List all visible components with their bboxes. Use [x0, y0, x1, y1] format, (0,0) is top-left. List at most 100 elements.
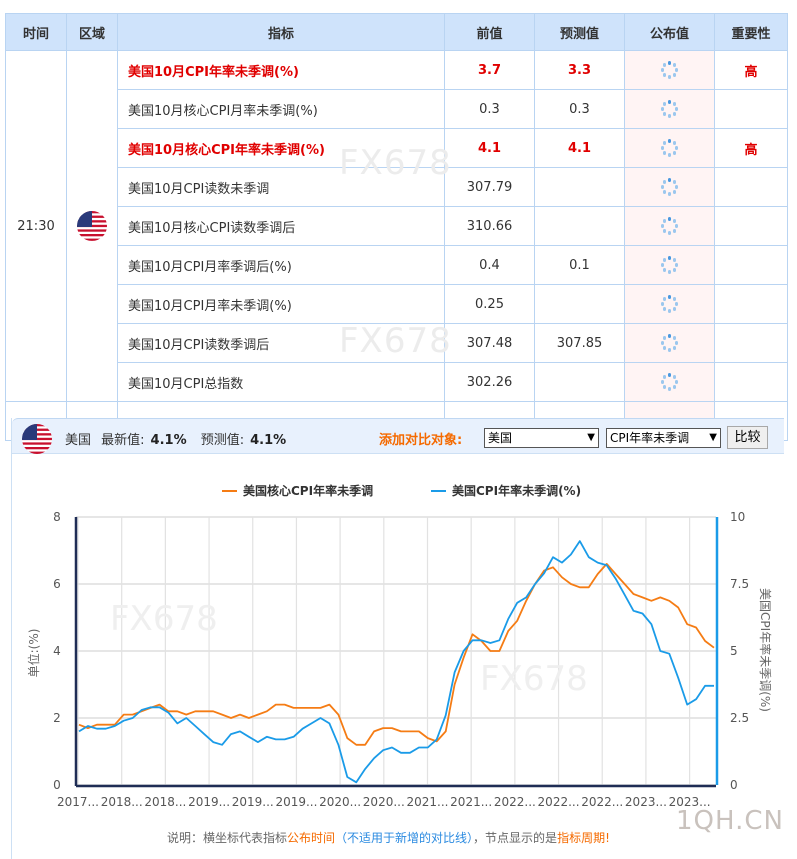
table-row[interactable]: 美国10月核心CPI读数季调后 310.66: [6, 206, 788, 246]
forecast-value: [534, 362, 625, 402]
header-previous: 前值: [444, 13, 535, 51]
legend-label: 美国CPI年率未季调(%): [452, 484, 582, 498]
compare-indicator-value: CPI年率未季调: [610, 431, 690, 445]
y-tick-left: 2: [53, 711, 61, 725]
x-tick: 2023...: [669, 795, 711, 809]
economic-calendar-table-wrapper: 时间 区域 指标 前值 预测值 公布值 重要性 21:30 美国10月CPI年率未…: [5, 13, 788, 441]
y-tick-left: 4: [53, 644, 61, 658]
loading-spinner-icon: [660, 99, 680, 119]
header-indicator: 指标: [117, 13, 445, 51]
indicator-name[interactable]: 美国10月核心CPI年率未季调(%): [117, 128, 445, 168]
series-line: [78, 540, 714, 784]
actual-value: [624, 323, 715, 363]
forecast-value: 0.3: [534, 89, 625, 129]
indicator-name[interactable]: 美国10月核心CPI读数季调后: [117, 206, 445, 246]
table-row[interactable]: 美国10月CPI月率季调后(%) 0.4 0.1: [6, 245, 788, 285]
latest-value: 4.1%: [150, 433, 187, 448]
previous-value: 0.25: [444, 284, 535, 324]
note-middle: ，节点显示的是: [473, 831, 558, 845]
y-tick-left: 8: [53, 510, 61, 524]
actual-value: [624, 89, 715, 129]
us-flag-icon: [77, 211, 107, 241]
forecast-value: 3.3: [534, 50, 625, 90]
importance-value: 高: [714, 128, 788, 168]
note-period: 指标周期!: [557, 831, 610, 845]
x-tick: 2019...: [188, 795, 230, 809]
header-actual: 公布值: [624, 13, 715, 51]
loading-spinner-icon: [660, 138, 680, 158]
y-tick-right: 7.5: [730, 577, 749, 591]
chart-panel: 美国 最新值: 4.1% 预测值: 4.1% 添加对比对象: 美国 ▼ CPI年率未…: [11, 418, 788, 859]
x-tick: 2022...: [494, 795, 536, 809]
chevron-down-icon: ▼: [707, 429, 717, 447]
y-tick-right: 2.5: [730, 711, 749, 725]
header-importance: 重要性: [714, 13, 788, 51]
note-prefix: 说明：横坐标代表指标: [167, 831, 288, 845]
table-row[interactable]: 美国10月CPI总指数 302.26: [6, 362, 788, 402]
series-line: [78, 562, 715, 746]
header-time: 时间: [5, 13, 67, 51]
forecast-value: 0.1: [534, 245, 625, 285]
importance-value: [714, 362, 788, 402]
loading-spinner-icon: [660, 372, 680, 392]
compare-indicator-select[interactable]: CPI年率未季调 ▼: [606, 428, 721, 448]
forecast-value: [534, 167, 625, 207]
loading-spinner-icon: [660, 294, 680, 314]
svg-text:FX678: FX678: [110, 599, 218, 639]
indicator-name[interactable]: 美国10月CPI月率未季调(%): [117, 284, 445, 324]
indicator-name[interactable]: 美国10月CPI总指数: [117, 362, 445, 402]
forecast-value: 4.1: [534, 128, 625, 168]
table-row[interactable]: 美国10月核心CPI年率未季调(%) 4.1 4.1 高: [6, 128, 788, 168]
y-tick-left: 0: [53, 778, 61, 792]
table-row[interactable]: 21:30 美国10月CPI年率未季调(%) 3.7 3.3 高: [5, 50, 788, 402]
indicator-name[interactable]: 美国10月核心CPI月率未季调(%): [117, 89, 445, 129]
y-tick-right: 0: [730, 778, 738, 792]
table-row[interactable]: 美国10月CPI读数未季调 307.79: [6, 167, 788, 207]
x-tick: 2023...: [625, 795, 667, 809]
previous-value: 3.7: [444, 50, 535, 90]
actual-value: [624, 50, 715, 90]
table-header-row: 时间 区域 指标 前值 预测值 公布值 重要性: [5, 13, 788, 51]
legend-item-core-cpi[interactable]: 美国核心CPI年率未季调: [222, 482, 373, 499]
chevron-down-icon: ▼: [587, 432, 595, 443]
y-tick-left: 6: [53, 577, 61, 591]
x-tick: 2021...: [406, 795, 448, 809]
left-axis-title: 单位:(%): [26, 629, 41, 678]
previous-value: 4.1: [444, 128, 535, 168]
x-tick: 2017...: [57, 795, 99, 809]
compare-country-value: 美国: [488, 431, 513, 445]
loading-spinner-icon: [660, 216, 680, 236]
actual-value: [624, 206, 715, 246]
legend-item-cpi[interactable]: 美国CPI年率未季调(%): [431, 482, 581, 499]
previous-value: 0.4: [444, 245, 535, 285]
x-tick: 2019...: [232, 795, 274, 809]
compare-button[interactable]: 比较: [727, 426, 768, 449]
x-tick: 2020...: [319, 795, 361, 809]
legend-label: 美国核心CPI年率未季调: [243, 484, 374, 498]
indicator-name[interactable]: 美国10月CPI月率季调后(%): [117, 245, 445, 285]
indicator-name[interactable]: 美国10月CPI读数季调后: [117, 323, 445, 363]
economic-calendar-table: 时间 区域 指标 前值 预测值 公布值 重要性 21:30 美国10月CPI年率未…: [5, 13, 788, 441]
loading-spinner-icon: [660, 177, 680, 197]
region-cell: [66, 50, 118, 402]
y-tick-right: 10: [730, 510, 745, 524]
previous-value: 307.48: [444, 323, 535, 363]
table-row[interactable]: 美国10月核心CPI月率未季调(%) 0.3 0.3: [6, 89, 788, 129]
x-tick: 2021...: [450, 795, 492, 809]
legend-swatch-blue: [431, 489, 446, 492]
importance-value: [714, 245, 788, 285]
indicator-name[interactable]: 美国10月CPI年率未季调(%): [117, 50, 445, 90]
note-compare-hint: （不适用于新增的对比线）: [335, 831, 474, 845]
legend-swatch-orange: [222, 489, 237, 492]
previous-value: 0.3: [444, 89, 535, 129]
x-tick: 2022...: [538, 795, 580, 809]
table-row[interactable]: 美国10月CPI读数季调后 307.48 307.85: [6, 323, 788, 363]
country-label: 美国: [65, 433, 92, 448]
table-row[interactable]: 美国10月CPI月率未季调(%) 0.25: [6, 284, 788, 324]
importance-value: [714, 284, 788, 324]
compare-country-select[interactable]: 美国 ▼: [484, 428, 599, 448]
indicator-name[interactable]: 美国10月CPI读数未季调: [117, 167, 445, 207]
actual-value: [624, 245, 715, 285]
actual-value: [624, 284, 715, 324]
